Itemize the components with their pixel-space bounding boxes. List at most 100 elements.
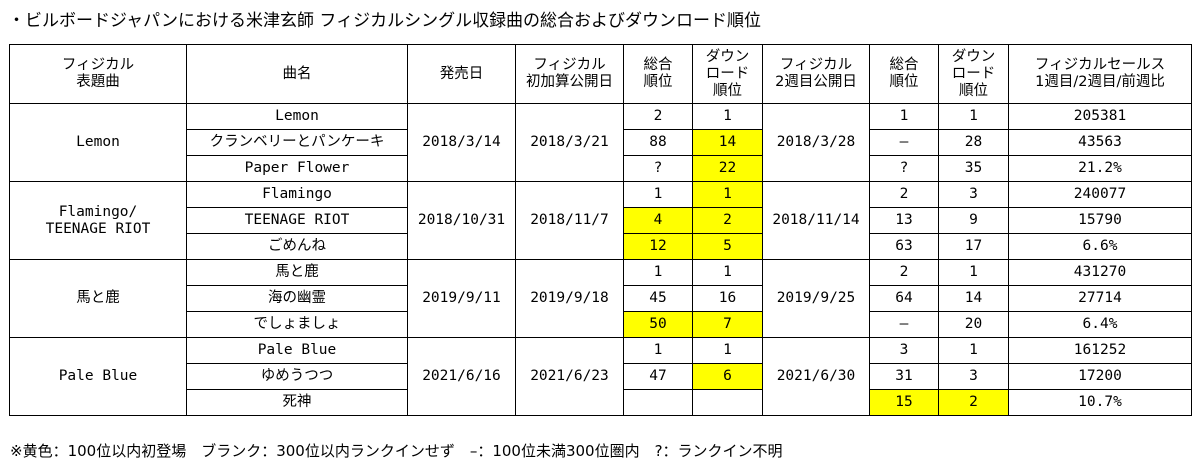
rank2-total-cell: ? xyxy=(869,155,939,182)
rank2-total-cell: 15 xyxy=(869,389,939,416)
song-cell: でしょましょ xyxy=(186,311,408,338)
header-line: 順位 xyxy=(713,82,742,99)
header-line: ダウン xyxy=(705,48,750,65)
rank2-total-cell: – xyxy=(869,129,939,156)
release-date-cell: 2018/10/31 xyxy=(407,181,516,260)
cell-line: Pale Blue xyxy=(58,368,138,384)
header-line: 表題曲 xyxy=(76,74,120,90)
rank2-total-cell: 13 xyxy=(869,207,939,234)
rank2-dl-cell: 35 xyxy=(938,155,1009,182)
table-row: TEENAGE RIOT 4 2 13 9 15790 xyxy=(10,207,1192,234)
physical-title-cell: Lemon xyxy=(9,103,187,182)
table-body: Lemon Lemon 2018/3/14 2018/3/21 2 1 2018/3/28 1… xyxy=(9,103,1192,416)
header-release-date: 発売日 xyxy=(407,44,516,104)
sales-cell: 431270 xyxy=(1008,259,1192,286)
rank1-dl-cell: 1 xyxy=(692,259,763,286)
song-cell: 死神 xyxy=(186,389,408,416)
rank1-total-cell: 2 xyxy=(623,103,693,130)
sales-cell: 27714 xyxy=(1008,285,1192,312)
rank1-dl-cell: 22 xyxy=(692,155,763,182)
header-song: 曲名 xyxy=(186,44,408,104)
page-title: ・ビルボードジャパンにおける米津玄師 フィジカルシングル収録曲の総合およびダウン… xyxy=(8,11,762,31)
physical-title-cell: 馬と鹿 xyxy=(9,259,187,338)
physical-title-cell: Pale Blue xyxy=(9,337,187,416)
rank1-dl-cell: 5 xyxy=(692,233,763,260)
sales-cell: 43563 xyxy=(1008,129,1192,156)
header-line: 初加算公開日 xyxy=(526,74,613,90)
table-row: ゆめうつつ 47 6 31 3 17200 xyxy=(10,363,1192,390)
first-pub-cell: 2018/3/21 xyxy=(515,103,624,182)
header-line: 総合 xyxy=(889,57,919,73)
rank2-total-cell: 63 xyxy=(869,233,939,260)
table-row: Lemon Lemon 2018/3/14 2018/3/21 2 1 2018/3/28 1… xyxy=(9,103,1192,182)
rank2-total-cell: 2 xyxy=(869,181,939,208)
sales-cell: 6.4% xyxy=(1008,311,1192,338)
header-line: フィジカルセールス xyxy=(1034,57,1166,73)
rank1-total-cell: 1 xyxy=(623,181,693,208)
song-cell: Paper Flower xyxy=(186,155,408,182)
rank2-dl-cell: 3 xyxy=(938,181,1009,208)
rank2-dl-cell: 1 xyxy=(938,259,1009,286)
header-rank2-dl: ダウン ロード 順位 xyxy=(938,44,1009,104)
rank1-dl-cell: 6 xyxy=(692,363,763,390)
table-row: Pale Blue Pale Blue 2021/6/16 2021/6/23 1 1 20… xyxy=(9,337,1192,416)
rank1-total-cell: 47 xyxy=(623,363,693,390)
cell-line: Lemon xyxy=(76,134,120,150)
rank1-dl-cell: 16 xyxy=(692,285,763,312)
sales-cell: 17200 xyxy=(1008,363,1192,390)
cell-line: 馬と鹿 xyxy=(76,290,120,306)
header-line: ロード xyxy=(951,65,996,82)
rank1-total-cell: 1 xyxy=(623,259,693,286)
rank2-dl-cell: 3 xyxy=(938,363,1009,390)
header-line: 曲名 xyxy=(282,65,312,82)
rank2-total-cell: 31 xyxy=(869,363,939,390)
song-cell: Lemon xyxy=(186,103,408,130)
rank1-dl-cell: 14 xyxy=(692,129,763,156)
header-first-pub: フィジカル 初加算公開日 xyxy=(515,44,624,104)
song-cell: クランベリーとパンケーキ xyxy=(186,129,408,156)
rank1-total-cell: 88 xyxy=(623,129,693,156)
rank1-total-cell: ? xyxy=(623,155,693,182)
legend-note: ※黄色：100位以内初登場 ブランク：300位以内ランクインせず –：100位未… xyxy=(10,442,783,460)
header-line: 1週目/2週目/前週比 xyxy=(1035,74,1165,90)
song-cell: 馬と鹿 xyxy=(186,259,408,286)
release-date-cell: 2021/6/16 xyxy=(407,337,516,416)
rank1-total-cell: 50 xyxy=(623,311,693,338)
rank2-total-cell: – xyxy=(869,311,939,338)
rank1-total-cell: 45 xyxy=(623,285,693,312)
rank1-dl-cell xyxy=(692,389,763,416)
rank1-dl-cell: 1 xyxy=(692,103,763,130)
song-cell: ごめんね xyxy=(186,233,408,260)
header-physical-title: フィジカル 表題曲 xyxy=(9,44,187,104)
table-row: クランベリーとパンケーキ 88 14 –28 43563 xyxy=(10,129,1192,156)
rank1-total-cell: 1 xyxy=(623,337,693,364)
table-row: 馬と鹿 馬と鹿 2019/9/11 2019/9/18 1 1 2019/9/25 2 1 431… xyxy=(9,259,1192,338)
header-sales: フィジカルセールス 1週目/2週目/前週比 xyxy=(1008,44,1192,104)
header-line: フィジカル xyxy=(61,57,135,73)
sales-cell: 10.7% xyxy=(1008,389,1192,416)
header-line: 順位 xyxy=(889,74,919,90)
rank1-dl-cell: 2 xyxy=(692,207,763,234)
rank2-dl-cell: 1 xyxy=(938,337,1009,364)
header-rank1-dl: ダウン ロード 順位 xyxy=(692,44,763,104)
rank2-dl-cell: 14 xyxy=(938,285,1009,312)
cell-line: TEENAGE RIOT xyxy=(45,220,151,237)
rank2-dl-cell: 17 xyxy=(938,233,1009,260)
sales-cell: 6.6% xyxy=(1008,233,1192,260)
rank1-dl-cell: 7 xyxy=(692,311,763,338)
physical-title-cell: Flamingo/TEENAGE RIOT xyxy=(9,181,187,260)
sales-cell: 21.2% xyxy=(1008,155,1192,182)
rank2-dl-cell: 20 xyxy=(938,311,1009,338)
first-pub-cell: 2019/9/18 xyxy=(515,259,624,338)
cell-line: Flamingo/ xyxy=(58,203,138,220)
header-rank2-total: 総合 順位 xyxy=(869,44,939,104)
song-cell: Flamingo xyxy=(186,181,408,208)
ranking-table: フィジカル 表題曲 曲名 発売日 フィジカル 初加算公開日 総合 順位 ダウン ロード順… xyxy=(9,44,1192,416)
table-row: 死神 15 2 10.7% xyxy=(10,389,1192,416)
song-cell: TEENAGE RIOT xyxy=(186,207,408,234)
song-cell: Pale Blue xyxy=(186,337,408,364)
sales-cell: 240077 xyxy=(1008,181,1192,208)
header-line: 順位 xyxy=(959,82,988,99)
song-cell: 海の幽霊 xyxy=(186,285,408,312)
second-pub-cell: 2019/9/25 xyxy=(762,259,870,338)
